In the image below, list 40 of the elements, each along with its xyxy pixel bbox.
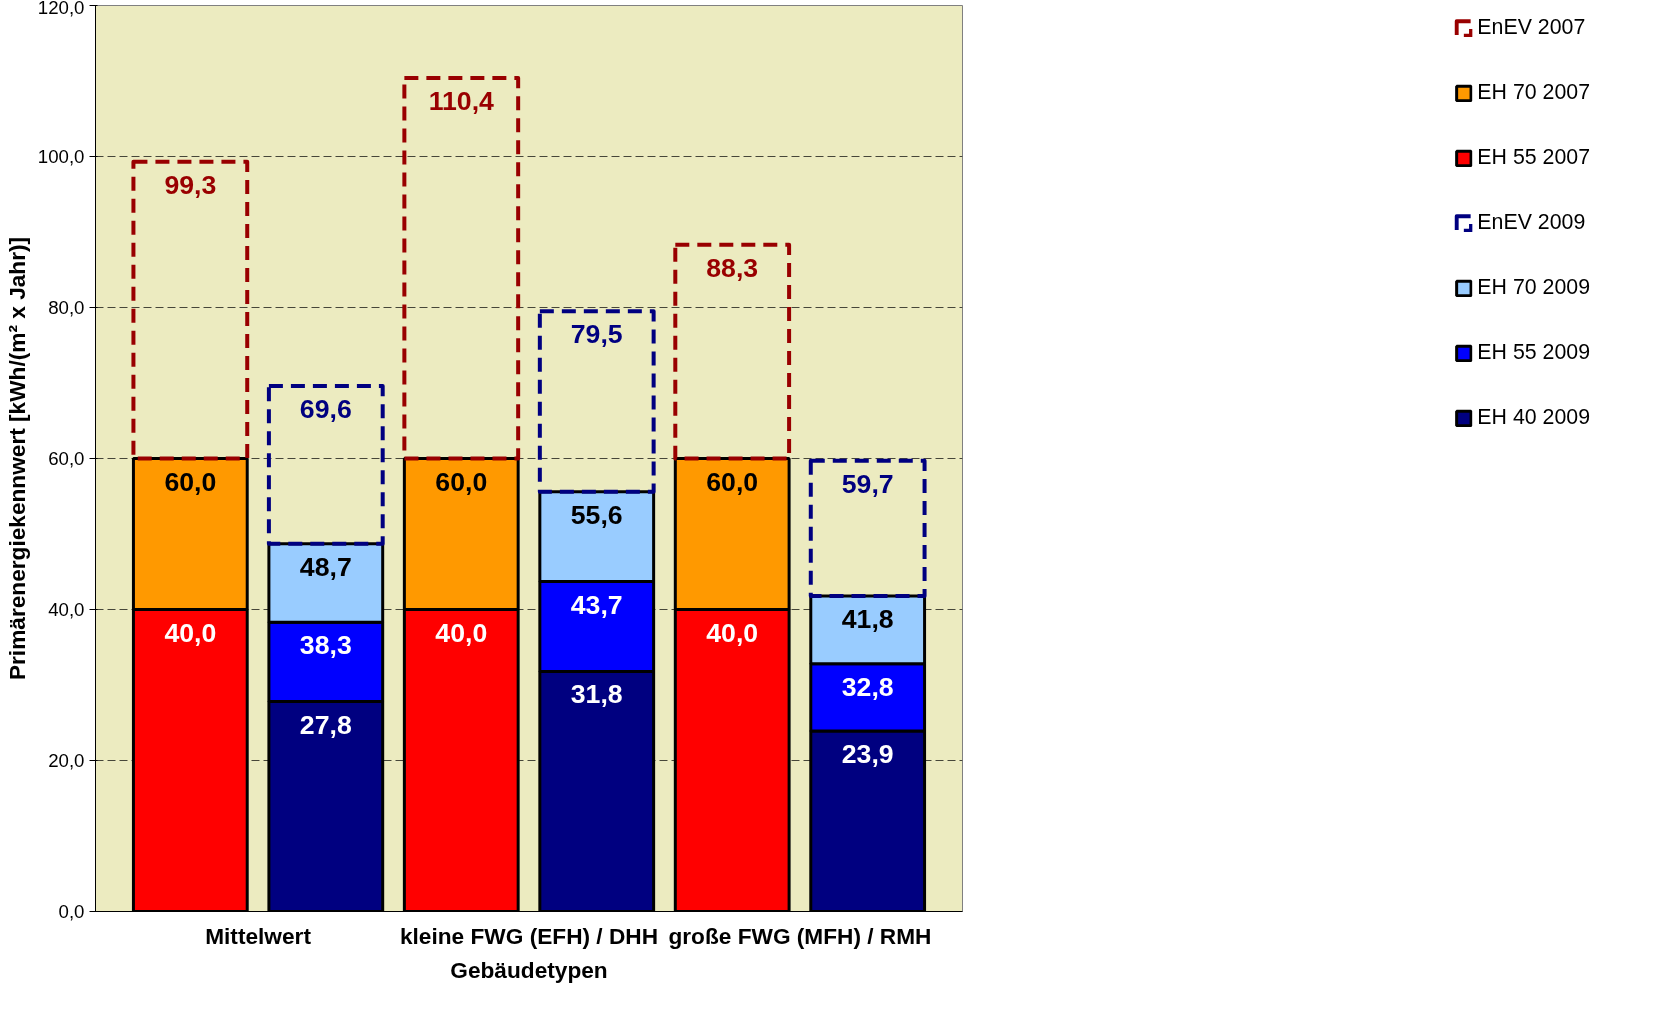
annotation: 60,0 <box>164 466 217 497</box>
legend-label: EH 55 2009 <box>1477 340 1590 365</box>
annotation: 88,3 <box>706 252 759 283</box>
annotation: 59,7 <box>841 468 894 499</box>
y-tick-label: 120,0 <box>37 0 85 18</box>
legend-label: EH 70 2009 <box>1477 275 1590 300</box>
x-tick-label: große FWG (MFH) / RMH <box>668 922 932 949</box>
annotation: 40,0 <box>435 617 488 648</box>
y-tick-label: 60,0 <box>48 448 85 469</box>
annotation: 48,7 <box>299 551 352 582</box>
legend-label: EH 40 2009 <box>1477 405 1590 430</box>
legend-label: EH 70 2007 <box>1477 80 1590 105</box>
annotation: 110,4 <box>428 85 495 116</box>
y-axis-title: Primärenergiekennwert [kWh/(m² x Jahr)] <box>3 236 30 681</box>
y-tick-label: 20,0 <box>48 750 85 771</box>
x-axis-title: Gebäudetypen <box>450 956 608 983</box>
annotation: 60,0 <box>435 466 488 497</box>
legend-label: EH 55 2007 <box>1477 145 1590 170</box>
y-tick-label: 0,0 <box>58 901 85 922</box>
legend-label: EnEV 2009 <box>1477 210 1586 235</box>
annotation: 43,7 <box>570 589 623 620</box>
annotation: 27,8 <box>299 709 352 740</box>
annotation: 60,0 <box>706 466 759 497</box>
annotation: 40,0 <box>164 617 217 648</box>
annotation: 99,3 <box>164 169 217 200</box>
annotation: 23,9 <box>841 739 894 770</box>
y-tick-label: 100,0 <box>37 146 85 167</box>
y-tick-label: 40,0 <box>48 599 85 620</box>
x-tick-label: kleine FWG (EFH) / DHH <box>399 922 659 949</box>
annotation: 38,3 <box>299 630 352 661</box>
x-tick-label: Mittelwert <box>205 922 312 949</box>
annotation: 40,0 <box>706 617 759 648</box>
legend-label: EnEV 2007 <box>1477 15 1586 40</box>
annotation: 31,8 <box>570 679 623 710</box>
annotation: 55,6 <box>570 499 623 530</box>
annotation: 79,5 <box>570 319 623 350</box>
annotation: 69,6 <box>299 394 352 425</box>
annotation: 41,8 <box>841 603 894 634</box>
annotation: 32,8 <box>841 671 894 702</box>
y-tick-label: 80,0 <box>48 297 85 318</box>
